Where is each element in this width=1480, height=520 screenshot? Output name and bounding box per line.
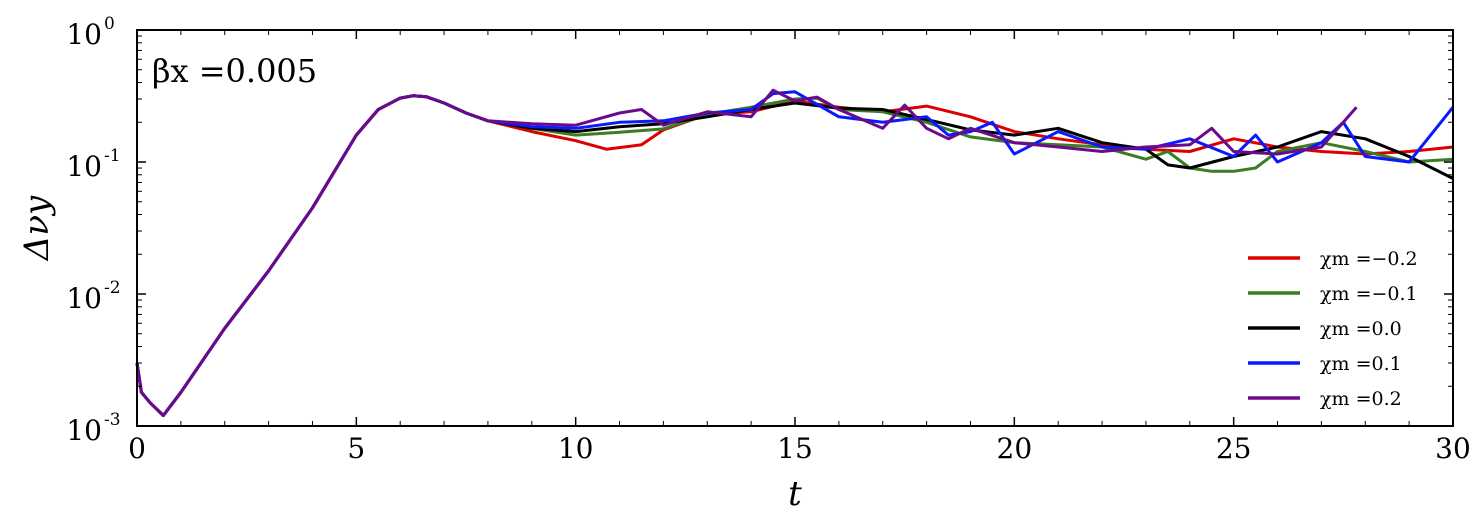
y-tick-label: 10 xyxy=(66,282,102,315)
annotation-beta: βx =0.005 xyxy=(152,52,317,90)
y-tick-exponent: -3 xyxy=(104,410,121,430)
y-tick-label: 10 xyxy=(66,150,102,183)
x-tick-label: 20 xyxy=(997,432,1033,465)
legend-label: χm =0.2 xyxy=(1320,388,1402,410)
legend-label: χm =−0.1 xyxy=(1320,283,1418,305)
y-tick-exponent: 0 xyxy=(104,14,115,34)
series-line-0 xyxy=(135,94,1454,417)
series-lines xyxy=(135,88,1455,417)
legend: χm =−0.2 χm =−0.1 χm =0.0 χm =0.1 χm =0.2 xyxy=(1248,248,1418,410)
legend-label: χm =−0.2 xyxy=(1320,248,1418,270)
plot-frame xyxy=(136,29,1454,427)
x-tick-label: 30 xyxy=(1435,432,1471,465)
x-tick-label: 15 xyxy=(777,432,813,465)
x-tick-label: 5 xyxy=(347,432,365,465)
y-axis-label: Δνy xyxy=(17,195,57,262)
x-tick-label: 10 xyxy=(558,432,594,465)
legend-label: χm =0.0 xyxy=(1320,318,1402,340)
x-axis-label: t xyxy=(788,474,802,514)
y-tick-label: 10 xyxy=(66,18,102,51)
legend-label: χm =0.1 xyxy=(1320,353,1402,375)
series-line-4 xyxy=(135,88,1358,417)
x-tick-label: 0 xyxy=(128,432,146,465)
y-tick-label: 10 xyxy=(66,414,102,447)
series-line-3 xyxy=(135,90,1455,417)
x-tick-label: 25 xyxy=(1216,432,1252,465)
y-tick-exponent: -2 xyxy=(104,278,121,298)
y-tick-exponent: -1 xyxy=(104,146,121,166)
